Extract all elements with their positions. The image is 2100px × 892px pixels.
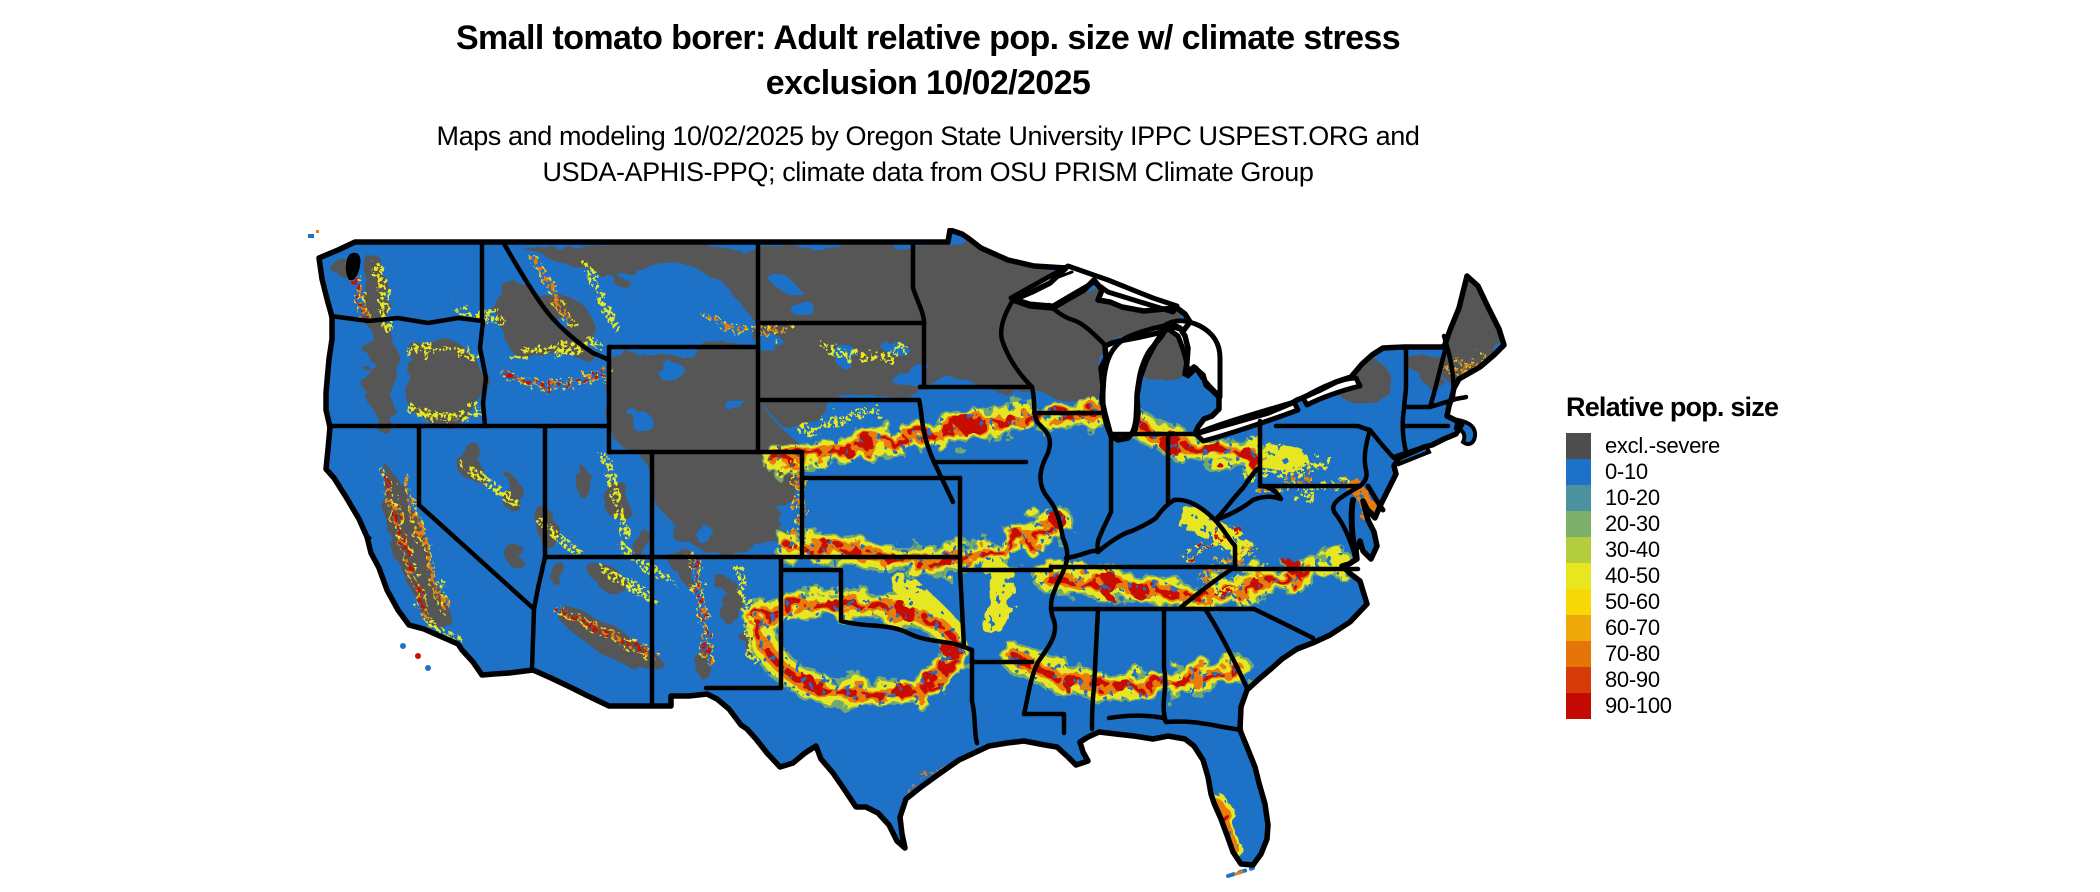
legend: Relative pop. size excl.-severe 0-10 10-20… (1566, 392, 1896, 719)
us-coastline (316, 228, 1507, 868)
legend-swatch (1566, 537, 1591, 563)
legend-title: Relative pop. size (1566, 392, 1779, 422)
legend-swatch (1566, 641, 1591, 667)
us-risk-map (308, 228, 1554, 884)
legend-item-label: 20-30 (1605, 511, 1660, 536)
legend-item: 20-30 (1566, 511, 1896, 537)
legend-item: 90-100 (1566, 693, 1896, 719)
legend-item-label: 80-90 (1605, 667, 1660, 692)
legend-item: 30-40 (1566, 537, 1896, 563)
legend-item: 10-20 (1566, 485, 1896, 511)
legend-swatch (1566, 693, 1591, 719)
legend-items: excl.-severe 0-10 10-20 20-30 30-40 40-50 50-6… (1566, 433, 1896, 719)
legend-item: 60-70 (1566, 615, 1896, 641)
us-map-svg (308, 228, 1507, 878)
legend-item-label: excl.-severe (1605, 433, 1720, 458)
subtitle-line-1: Maps and modeling 10/02/2025 by Oregon S… (436, 121, 1420, 151)
legend-swatch (1566, 563, 1591, 589)
legend-item-label: 50-60 (1605, 589, 1660, 614)
population-hot-bands (744, 397, 1377, 860)
florida-keys (1226, 866, 1255, 878)
map-attribution: Maps and modeling 10/02/2025 by Oregon S… (0, 118, 1856, 190)
state-borders (326, 239, 1469, 746)
legend-item: excl.-severe (1566, 433, 1896, 459)
legend-item-label: 0-10 (1605, 459, 1648, 484)
legend-item: 40-50 (1566, 563, 1896, 589)
legend-swatch (1566, 511, 1591, 537)
title-line-2: exclusion 10/02/2025 (765, 64, 1091, 102)
legend-item: 70-80 (1566, 641, 1896, 667)
legend-item-label: 60-70 (1605, 615, 1660, 640)
legend-item-label: 70-80 (1605, 641, 1660, 666)
title-line-1: Small tomato borer: Adult relative pop. … (455, 19, 1401, 57)
legend-swatch (1566, 485, 1591, 511)
legend-item-label: 30-40 (1605, 537, 1660, 562)
legend-item: 50-60 (1566, 589, 1896, 615)
puget-sound (345, 252, 361, 281)
legend-item: 0-10 (1566, 459, 1896, 485)
legend-item-label: 90-100 (1605, 693, 1672, 718)
legend-item-label: 40-50 (1605, 563, 1660, 588)
legend-item-label: 10-20 (1605, 485, 1660, 510)
legend-swatch (1566, 589, 1591, 615)
speckle-transition-zones (347, 253, 1488, 801)
legend-swatch (1566, 459, 1591, 485)
page-title: Small tomato borer: Adult relative pop. … (0, 16, 1856, 106)
legend-swatch (1566, 667, 1591, 693)
legend-item: 80-90 (1566, 667, 1896, 693)
legend-swatch (1566, 433, 1591, 459)
channel-islands (400, 643, 431, 671)
subtitle-line-2: USDA-APHIS-PPQ; climate data from OSU PR… (542, 157, 1314, 187)
northwest-islets (308, 230, 319, 238)
legend-swatch (1566, 615, 1591, 641)
red-cores (802, 413, 1301, 826)
